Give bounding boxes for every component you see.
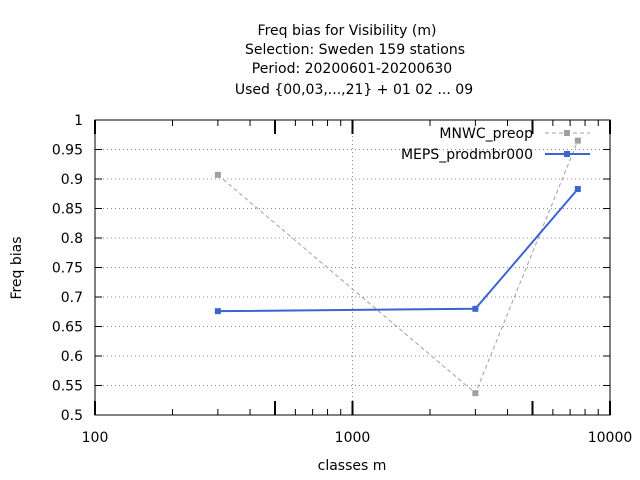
legend: MNWC_preop MEPS_prodmbr000 (401, 126, 590, 163)
y-tick-label: 0.55 (52, 379, 83, 395)
y-tick-label: 0.85 (52, 202, 83, 218)
series-point (214, 308, 221, 315)
y-tick-label: 0.6 (61, 349, 83, 365)
y-tick-label: 0.5 (61, 408, 83, 424)
series (214, 137, 581, 397)
series-point (214, 171, 221, 178)
series-point (472, 305, 479, 312)
x-tick-label: 10000 (588, 430, 633, 446)
x-tick-label: 100 (82, 430, 109, 446)
y-tick-label: 1 (74, 113, 83, 129)
x-tick-label: 1000 (335, 430, 371, 446)
legend-swatch-marker (564, 151, 570, 157)
legend-label: MNWC_preop (439, 126, 533, 142)
y-tick-label: 0.7 (61, 290, 83, 306)
grid (95, 120, 610, 415)
y-axis-label: Freq bias (9, 236, 25, 299)
chart-title-line-1: Freq bias for Visibility (m) (258, 23, 437, 39)
y-tick-label: 0.65 (52, 320, 83, 336)
y-tick-label: 0.75 (52, 261, 83, 277)
chart-title-line-2: Selection: Sweden 159 stations (245, 42, 465, 58)
axis-tick-labels: 0.5 0.55 0.6 0.65 0.7 0.75 0.8 0.85 0.9 0.95 1 100 1… (52, 113, 632, 446)
legend-swatch-marker (564, 130, 570, 136)
series-line-meps-prodmbr000 (217, 188, 579, 313)
y-tick-label: 0.8 (61, 231, 83, 247)
chart-title-line-4: Used {00,03,...,21} + 01 02 ... 09 (235, 82, 473, 98)
y-tick-label: 0.95 (52, 143, 83, 159)
y-tick-label: 0.9 (61, 172, 83, 188)
series-point (472, 390, 479, 397)
chart-title: Freq bias for Visibility (m) Selection: … (235, 23, 473, 98)
plot-frame (94, 119, 611, 416)
chart-title-line-3: Period: 20200601-20200630 (252, 61, 452, 77)
legend-label: MEPS_prodmbr000 (401, 147, 533, 163)
x-axis-label: classes m (318, 458, 387, 474)
series-point (574, 186, 581, 193)
series-point (574, 137, 581, 144)
